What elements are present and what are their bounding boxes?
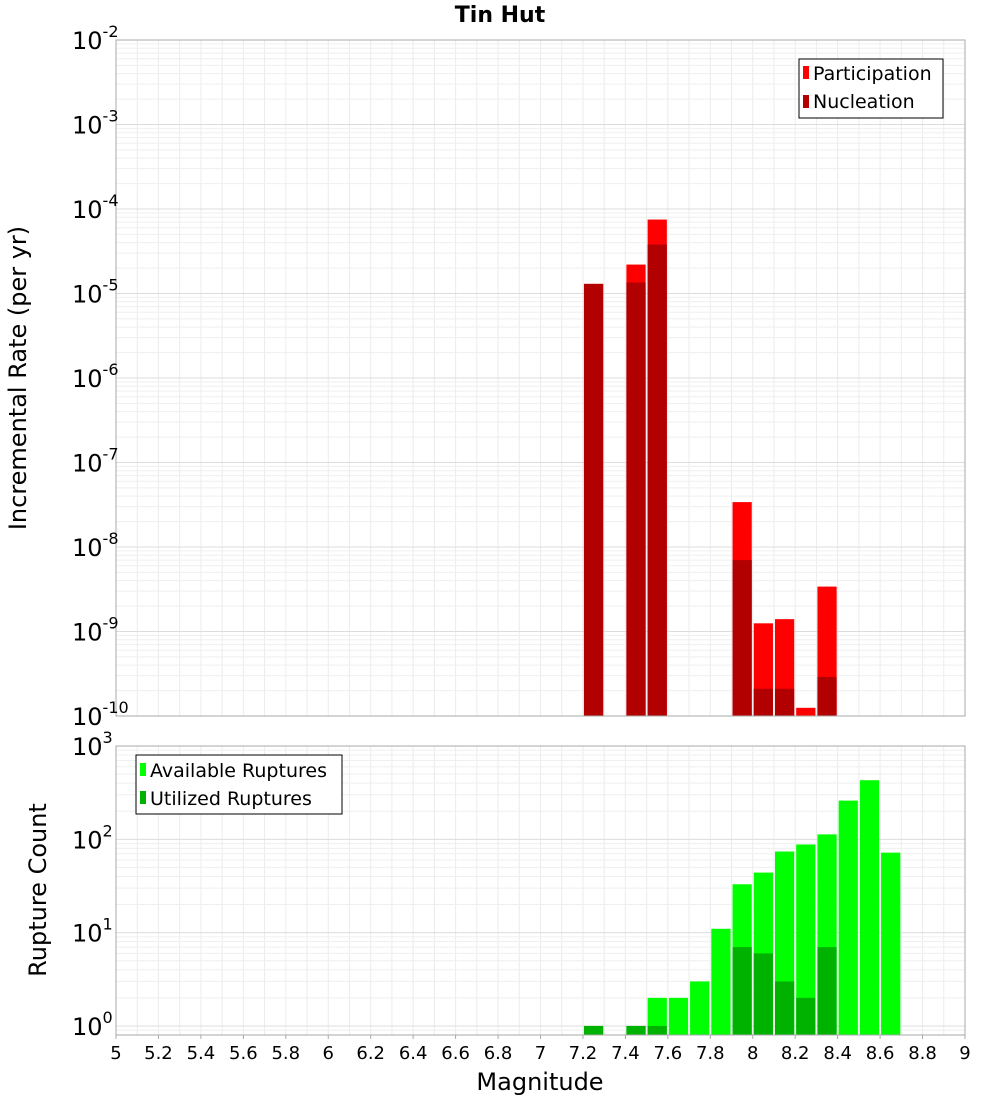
count-y-axis-label: Rupture Count [24, 803, 52, 977]
y-tick-label: 10-10 [72, 698, 129, 731]
rate-y-ticks: 10-10 10-9 10-8 10-7 10-6 10-5 10-4 10-3 10-2 [72, 22, 129, 731]
y-tick-label: 10-4 [72, 191, 119, 224]
rate-bars [583, 219, 837, 717]
x-tick-label: 8.2 [781, 1043, 810, 1064]
x-tick-label: 5.4 [187, 1043, 216, 1064]
chart-title: Tin Hut [455, 3, 546, 28]
count-bar-available-ruptures [838, 800, 858, 1035]
rate-y-axis-label: Incremental Rate (per yr) [4, 226, 32, 530]
x-tick-label: 9 [959, 1043, 970, 1064]
y-tick-label: 10-6 [72, 360, 119, 393]
rate-legend: Participation Nucleation [798, 58, 944, 119]
rate-bar-nucleation [753, 688, 773, 716]
count-bar-utilized-ruptures [647, 1025, 667, 1035]
count-bar-utilized-ruptures [753, 953, 773, 1035]
x-tick-label: 8.6 [866, 1043, 895, 1064]
count-bar-available-ruptures [647, 997, 667, 1035]
x-tick-label: 8.4 [823, 1043, 852, 1064]
y-tick-label: 10-8 [72, 529, 119, 562]
y-tick-label: 10-3 [72, 107, 119, 140]
count-bar-available-ruptures [711, 928, 731, 1035]
x-tick-label: 5 [110, 1043, 121, 1064]
x-tick-label: 7.6 [654, 1043, 683, 1064]
y-tick-label: 10-2 [72, 22, 119, 55]
count-bar-utilized-ruptures [774, 981, 795, 1035]
rate-bar-nucleation [817, 676, 837, 716]
nucleation-legend-label: Nucleation [813, 91, 915, 113]
x-tick-label: 7.4 [611, 1043, 640, 1064]
y-tick-label: 102 [72, 821, 113, 854]
rate-bar-nucleation [647, 244, 667, 716]
count-bar-available-ruptures [881, 852, 901, 1035]
y-tick-label: 101 [72, 915, 113, 948]
rate-bar-nucleation [774, 688, 795, 716]
count-bar-available-ruptures [859, 780, 880, 1035]
x-tick-label: 5.2 [144, 1043, 173, 1064]
x-tick-label: 6.2 [356, 1043, 385, 1064]
count-bar-utilized-ruptures [732, 947, 752, 1035]
participation-legend-label: Participation [813, 63, 932, 85]
count-bar-utilized-ruptures [583, 1025, 604, 1035]
nucleation-legend-swatch [803, 95, 809, 108]
x-tick-label: 7 [535, 1043, 546, 1064]
count-y-ticks: 100 101 102 103 [72, 728, 113, 1041]
participation-legend-swatch [803, 66, 809, 79]
y-tick-label: 103 [72, 728, 113, 761]
x-tick-label: 8.8 [908, 1043, 937, 1064]
x-tick-label: 6.8 [484, 1043, 513, 1064]
count-bar-available-ruptures [668, 997, 689, 1035]
y-tick-label: 10-7 [72, 445, 119, 478]
y-tick-label: 100 [72, 1008, 113, 1041]
x-tick-label: 7.2 [569, 1043, 598, 1064]
count-legend: Available Ruptures Utilized Ruptures [135, 754, 343, 815]
rate-bar-nucleation [583, 283, 604, 716]
rate-bar-nucleation [732, 560, 752, 716]
count-bar-utilized-ruptures [796, 997, 816, 1035]
count-bars [583, 780, 901, 1035]
x-axis-label: Magnitude [476, 1068, 603, 1096]
count-bar-available-ruptures [796, 844, 816, 1035]
count-bar-utilized-ruptures [626, 1025, 646, 1035]
count-bar-utilized-ruptures [817, 947, 837, 1035]
count-panel: 100 101 102 103 5 5.2 5.4 5.6 5.8 6 6.2 6.4 6.6 6.8 7… [24, 728, 971, 1096]
x-tick-label: 5.8 [271, 1043, 300, 1064]
count-legend-box [135, 754, 343, 815]
y-tick-label: 10-9 [72, 614, 119, 647]
count-bar-available-ruptures [690, 981, 710, 1035]
rate-legend-box [798, 58, 944, 119]
rate-grid [116, 40, 965, 716]
rate-plot-border [115, 39, 966, 717]
x-tick-label: 7.8 [696, 1043, 725, 1064]
available-legend-swatch [140, 763, 146, 776]
x-tick-label: 6.6 [441, 1043, 470, 1064]
x-tick-label: 5.6 [229, 1043, 258, 1064]
y-tick-label: 10-5 [72, 276, 119, 309]
rate-bar-participation [796, 707, 816, 716]
count-grid [116, 746, 965, 1035]
x-tick-label: 6 [323, 1043, 334, 1064]
available-legend-label: Available Ruptures [150, 760, 327, 782]
rate-bar-nucleation [626, 282, 646, 716]
utilized-legend-label: Utilized Ruptures [150, 788, 312, 810]
rate-panel: 10-10 10-9 10-8 10-7 10-6 10-5 10-4 10-3 10-2 In… [4, 22, 966, 731]
x-tick-label: 8 [747, 1043, 758, 1064]
utilized-legend-swatch [140, 791, 146, 804]
x-tick-label: 6.4 [399, 1043, 428, 1064]
magnitude-x-ticks: 5 5.2 5.4 5.6 5.8 6 6.2 6.4 6.6 6.8 7 7.2 7.4 7.6 7.8 8… [110, 1035, 971, 1064]
